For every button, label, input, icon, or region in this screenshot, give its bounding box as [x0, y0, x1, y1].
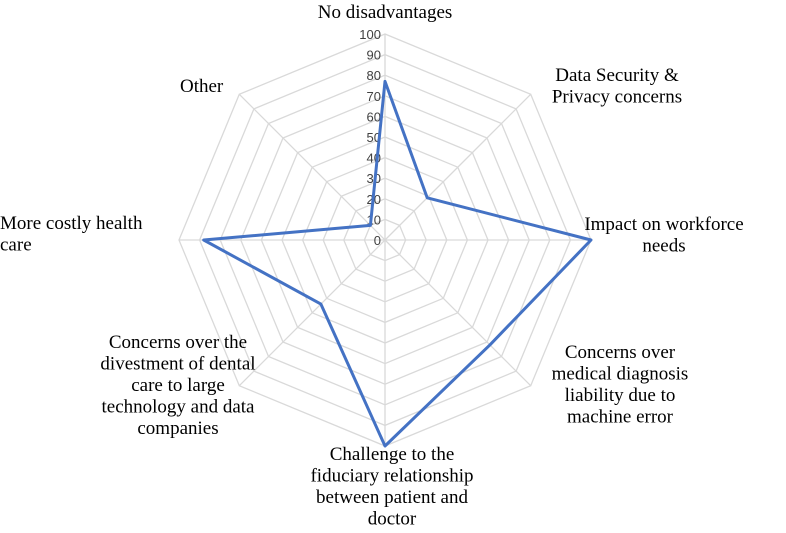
- category-label-line: Impact on workforce: [584, 214, 743, 235]
- category-label: No disadvantages: [318, 2, 453, 23]
- grid-spoke: [384, 239, 532, 387]
- category-label-line: companies: [137, 418, 218, 439]
- category-label: Concerns over the divestment of dental car…: [100, 332, 255, 439]
- category-label-line: care: [0, 235, 32, 256]
- category-label-line: between patient and: [316, 487, 468, 508]
- category-label: Impact on workforce needs: [584, 214, 743, 257]
- category-label-line: machine error: [567, 407, 674, 428]
- category-label-line: doctor: [368, 509, 417, 530]
- series-line: [202, 79, 593, 448]
- category-label-line: divestment of dental: [100, 354, 255, 375]
- grid-spoke: [238, 239, 386, 387]
- tick-label: 50: [367, 130, 381, 145]
- category-label-line: Other: [180, 76, 224, 97]
- tick-label: 0: [374, 233, 381, 248]
- category-label: Other: [180, 76, 224, 97]
- category-label-line: Concerns over: [565, 342, 676, 363]
- category-label: More costly health care: [0, 213, 143, 256]
- tick-label: 60: [367, 109, 381, 124]
- category-label-line: Privacy concerns: [552, 87, 682, 108]
- series-layer: [202, 79, 593, 448]
- category-labels: No disadvantages Data Security & Privacy c…: [0, 2, 744, 530]
- category-label-line: medical diagnosis: [552, 364, 689, 385]
- category-label-line: More costly health: [0, 213, 143, 234]
- category-label-line: No disadvantages: [318, 2, 453, 23]
- category-label-line: technology and data: [101, 397, 255, 418]
- category-label: Concerns over medical diagnosis liability …: [552, 342, 689, 428]
- grid-spoke: [238, 93, 386, 241]
- tick-label: 80: [367, 68, 381, 83]
- category-label-line: needs: [642, 236, 685, 257]
- category-label-line: Concerns over the: [109, 332, 247, 353]
- tick-label: 70: [367, 89, 381, 104]
- category-label: Challenge to the fiduciary relationship be…: [310, 444, 473, 530]
- tick-label: 90: [367, 48, 381, 63]
- category-label-line: liability due to: [565, 385, 676, 406]
- category-label-line: Challenge to the: [330, 444, 455, 465]
- tick-label: 100: [359, 27, 381, 42]
- category-label: Data Security & Privacy concerns: [552, 65, 682, 108]
- category-label-line: fiduciary relationship: [310, 466, 473, 487]
- grid-spoke: [384, 93, 532, 241]
- category-label-line: care to large: [131, 375, 225, 396]
- category-label-line: Data Security &: [555, 65, 679, 86]
- radar-grid: [178, 33, 592, 447]
